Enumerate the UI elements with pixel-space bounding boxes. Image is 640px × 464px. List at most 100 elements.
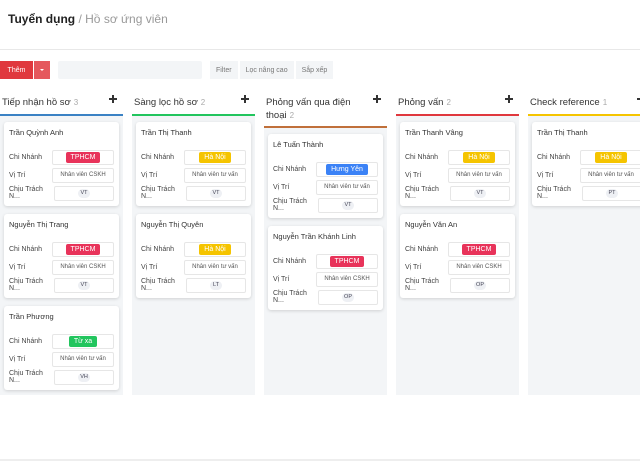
advanced-filter-button[interactable]: Lọc nâng cao [239, 61, 294, 79]
add-card-button[interactable] [241, 95, 249, 103]
field-row: Chi Nhánh TPHCM [9, 240, 114, 258]
candidate-card[interactable]: Trần Phương Chi Nhánh Từ xa Vị Trí Nhân viên… [4, 306, 119, 390]
add-card-button[interactable] [109, 95, 117, 103]
field-row: Vị Trí Nhân viên tư vấn [141, 166, 246, 184]
column: Phỏng vấn qua điện thoại 2 Lê Tuấn Thành Ch… [264, 92, 387, 395]
candidate-name: Trần Thị Thanh [141, 128, 192, 137]
candidate-card[interactable]: Nguyễn Trần Khánh Linh Chi Nhánh TPHCM Vị T… [268, 226, 383, 310]
field-row: Chịu Trách N... VT [273, 196, 378, 214]
field-value: TPHCM [52, 241, 114, 257]
field-label: Chịu Trách N... [537, 186, 571, 200]
candidate-name: Trần Quỳnh Anh [9, 128, 64, 137]
branch-tag: TPHCM [65, 243, 101, 255]
filter-button[interactable]: Filter [210, 61, 238, 79]
breadcrumb-page: Hồ sơ ứng viên [85, 12, 168, 26]
breadcrumb-separator: / [78, 12, 82, 26]
field-row: Chi Nhánh TPHCM [405, 240, 510, 258]
column-header: Sàng lọc hồ sơ 2 [132, 92, 255, 116]
owner-avatar: VT [342, 200, 355, 210]
candidate-card[interactable]: Trần Thị Thanh Chi Nhánh Hà Nội Vị Trí Nhân … [532, 122, 640, 206]
position-value: Nhân viên tư vấn [588, 172, 634, 178]
field-label: Chi Nhánh [9, 337, 43, 345]
field-value: Nhân viên tư vấn [184, 259, 246, 275]
candidate-card[interactable]: Lê Tuấn Thành Chi Nhánh Hưng Yên Vị Trí Nhân… [268, 134, 383, 218]
owner-avatar: VH [78, 372, 91, 382]
candidate-name: Nguyễn Văn An [405, 220, 458, 229]
column: Check reference 1 Trần Thị Thanh Chi Nhánh H… [528, 92, 640, 395]
field-label: Chịu Trách N... [9, 370, 43, 384]
field-label: Vị Trí [141, 171, 158, 179]
branch-tag: TPHCM [329, 255, 365, 267]
column-header: Check reference 1 [528, 92, 640, 116]
column: Sàng lọc hồ sơ 2 Trần Thị Thanh Chi Nhánh Hà… [132, 92, 255, 395]
field-label: Chịu Trách N... [9, 186, 43, 200]
field-value: VT [54, 185, 114, 201]
field-row: Chi Nhánh TPHCM [9, 148, 114, 166]
field-label: Vị Trí [273, 275, 290, 283]
column: Phỏng vấn 2 Trần Thanh Vâng Chi Nhánh Hà Nội… [396, 92, 519, 395]
branch-tag: Hà Nội [595, 151, 627, 163]
candidate-name: Trần Phương [9, 312, 54, 321]
branch-tag: TPHCM [461, 243, 497, 255]
field-label: Vị Trí [405, 263, 422, 271]
candidate-card[interactable]: Nguyễn Văn An Chi Nhánh TPHCM Vị Trí Nhân vi… [400, 214, 515, 298]
add-dropdown[interactable] [34, 61, 50, 79]
position-value: Nhân viên CSKH [324, 276, 370, 282]
field-value: Hà Nội [184, 149, 246, 165]
column-title: Tiếp nhận hồ sơ [2, 97, 71, 108]
field-value: PT [582, 185, 640, 201]
field-row: Chi Nhánh Hưng Yên [273, 160, 378, 178]
field-value: TPHCM [448, 241, 510, 257]
field-row: Chịu Trách N... VT [9, 184, 114, 202]
field-row: Chịu Trách N... OP [405, 276, 510, 294]
field-value: Nhân viên tư vấn [448, 167, 510, 183]
column-count: 1 [602, 98, 608, 107]
divider [0, 49, 640, 50]
field-label: Chi Nhánh [273, 165, 307, 173]
breadcrumb-section[interactable]: Tuyển dụng [8, 12, 76, 26]
field-row: Chi Nhánh Hà Nội [537, 148, 640, 166]
position-value: Nhân viên tư vấn [60, 356, 106, 362]
branch-tag: Từ xa [68, 335, 98, 347]
candidate-card[interactable]: Nguyễn Thị Trang Chi Nhánh TPHCM Vị Trí Nhân… [4, 214, 119, 298]
position-value: Nhân viên CSKH [60, 172, 106, 178]
column-title: Sàng lọc hồ sơ [134, 97, 198, 108]
field-row: Chi Nhánh Hà Nội [141, 148, 246, 166]
field-value: VT [450, 185, 510, 201]
field-label: Vị Trí [9, 263, 26, 271]
field-label: Chi Nhánh [141, 153, 175, 161]
field-label: Chịu Trách N... [273, 198, 307, 212]
add-button[interactable]: Thêm [0, 61, 33, 79]
field-value: VT [318, 197, 378, 213]
owner-avatar: OP [474, 280, 487, 290]
field-value: VT [54, 277, 114, 293]
field-value: Nhân viên tư vấn [184, 167, 246, 183]
column-title: Check reference [530, 97, 600, 108]
field-label: Chi Nhánh [537, 153, 571, 161]
field-row: Chịu Trách N... VT [9, 276, 114, 294]
branch-tag: Hà Nội [199, 151, 231, 163]
field-value: Hà Nội [448, 149, 510, 165]
field-label: Chịu Trách N... [9, 278, 43, 292]
column-count: 3 [73, 98, 79, 107]
candidate-card[interactable]: Nguyễn Thị Quyên Chi Nhánh Hà Nội Vị Trí Nhâ… [136, 214, 251, 298]
position-value: Nhân viên CSKH [60, 264, 106, 270]
add-card-button[interactable] [637, 95, 640, 103]
field-row: Vị Trí Nhân viên tư vấn [537, 166, 640, 184]
search-input[interactable] [58, 61, 202, 79]
candidate-name: Nguyễn Thị Quyên [141, 220, 204, 229]
candidate-card[interactable]: Trần Quỳnh Anh Chi Nhánh TPHCM Vị Trí Nhân v… [4, 122, 119, 206]
column-title: Phỏng vấn [398, 97, 444, 108]
branch-tag: Hà Nội [463, 151, 495, 163]
branch-tag: Hà Nội [199, 243, 231, 255]
candidate-card[interactable]: Trần Thanh Vâng Chi Nhánh Hà Nội Vị Trí Nhân… [400, 122, 515, 206]
field-label: Chịu Trách N... [141, 186, 175, 200]
owner-avatar: VT [78, 280, 91, 290]
add-card-button[interactable] [505, 95, 513, 103]
field-value: Từ xa [52, 333, 114, 349]
field-row: Chịu Trách N... OP [273, 288, 378, 306]
column-header: Phỏng vấn 2 [396, 92, 519, 116]
sort-button[interactable]: Sắp xếp [295, 61, 334, 79]
candidate-card[interactable]: Trần Thị Thanh Chi Nhánh Hà Nội Vị Trí Nhân … [136, 122, 251, 206]
add-card-button[interactable] [373, 95, 381, 103]
